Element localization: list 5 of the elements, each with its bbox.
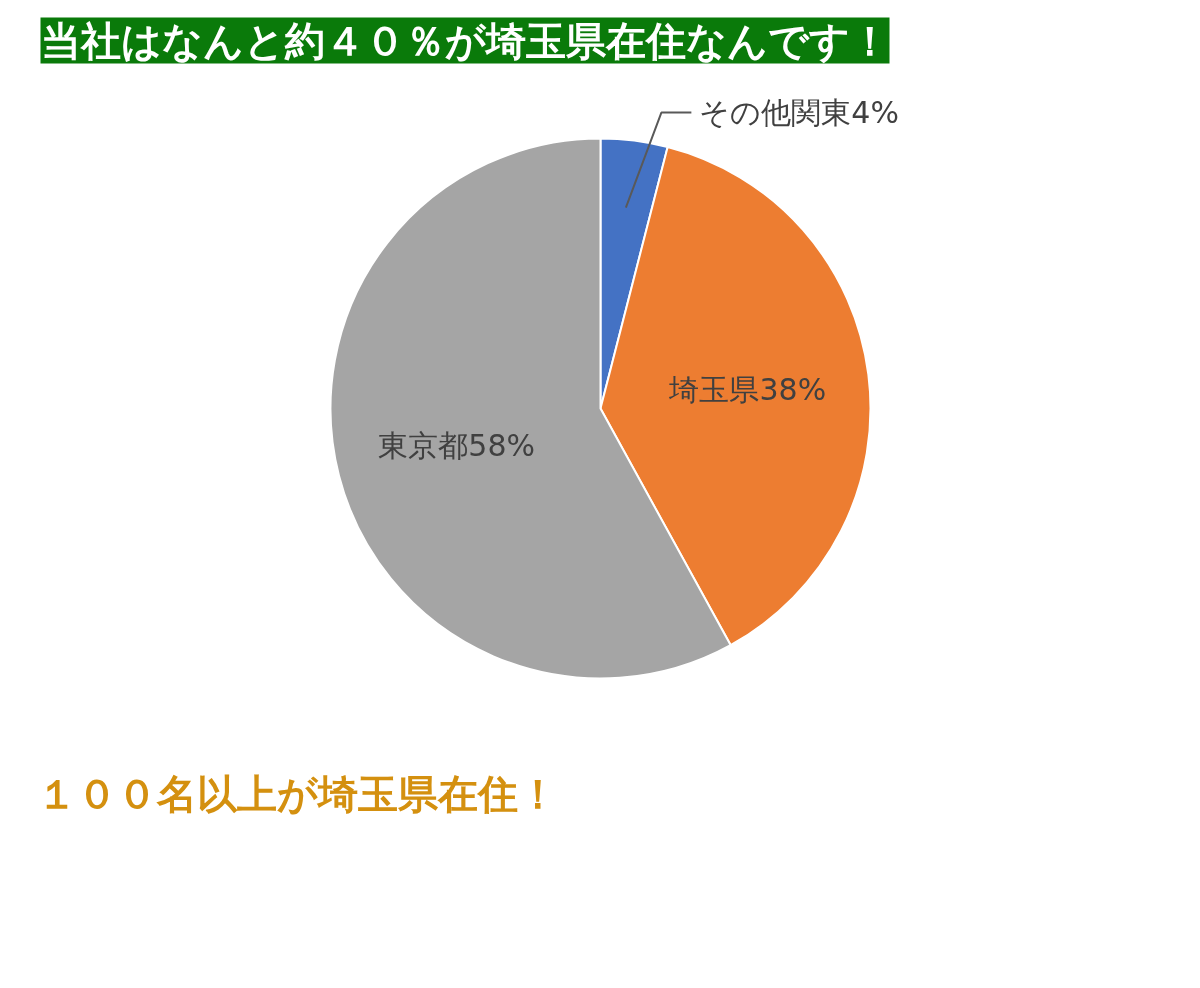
slice-label: その他関東4% — [699, 95, 899, 131]
slice-label: 東京都58% — [378, 427, 536, 463]
slice-label: 埼玉県38% — [668, 372, 827, 408]
text: １００名以上が埼玉県在住！ — [36, 770, 558, 817]
chart-title: 当社はなんと約４０％が埼玉県在住なんです！ — [40, 17, 890, 64]
